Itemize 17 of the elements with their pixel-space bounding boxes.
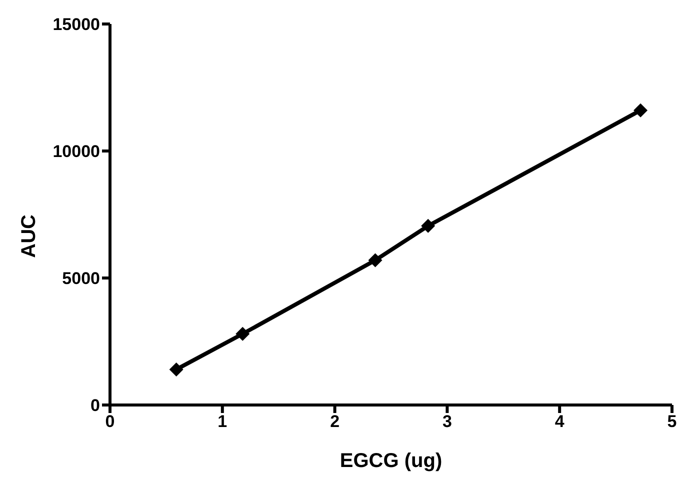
x-tick-label: 1 [218,412,228,432]
point [421,218,436,233]
x-tick-label: 4 [554,412,565,432]
x-tick-label: 3 [442,412,452,432]
x-tick-label: 5 [667,412,677,432]
y-tick-label: 5000 [62,269,100,288]
x-axis-title: EGCG (ug) [340,450,442,472]
point [236,326,250,341]
point [169,362,184,376]
x-tick-label: 2 [330,412,340,432]
point [368,253,382,268]
y-tick-label: 10000 [52,142,100,162]
y-axis-title: AUC [18,214,40,258]
y-tick-label: 0 [90,396,100,416]
x-tick-label: 0 [105,412,115,432]
y-tick-label: 15000 [52,15,100,34]
point [634,103,648,118]
